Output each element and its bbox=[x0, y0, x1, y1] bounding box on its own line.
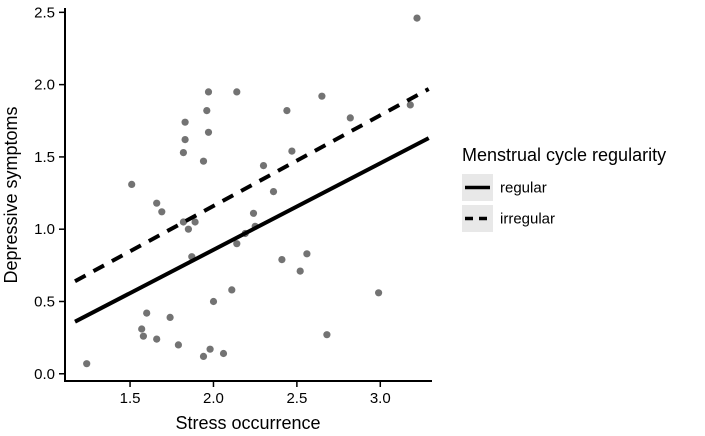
scatter-point bbox=[204, 128, 213, 136]
x-tick-label: 3.0 bbox=[370, 390, 391, 407]
scatter-point bbox=[233, 240, 241, 248]
scatter-point bbox=[206, 345, 214, 353]
y-tick-label: 2.5 bbox=[34, 4, 55, 21]
y-tick-label: 0.0 bbox=[34, 366, 55, 383]
scatter-point bbox=[179, 149, 187, 157]
regression-line-irregular bbox=[74, 87, 430, 283]
scatter-point bbox=[346, 114, 354, 122]
scatter-point bbox=[158, 208, 166, 216]
scatter-point bbox=[278, 256, 286, 264]
y-axis-title: Depressive symptoms bbox=[1, 106, 21, 283]
scatter-point bbox=[413, 14, 421, 22]
scatter-point bbox=[153, 335, 161, 343]
legend: Menstrual cycle regularity regular irreg… bbox=[462, 145, 666, 232]
scatter-point bbox=[128, 180, 136, 188]
scatter-point bbox=[259, 162, 268, 170]
scatter-point bbox=[138, 325, 146, 333]
scatter-point bbox=[204, 88, 213, 96]
scatter-point bbox=[406, 101, 414, 109]
legend-title: Menstrual cycle regularity bbox=[462, 145, 666, 165]
scatter-point bbox=[283, 107, 291, 115]
scatter-point bbox=[139, 332, 147, 340]
scatter-point bbox=[153, 199, 161, 207]
legend-label-irregular: irregular bbox=[500, 211, 555, 228]
scatter-point bbox=[288, 147, 296, 155]
scatter-point bbox=[249, 209, 258, 217]
scatter-point bbox=[209, 297, 218, 306]
scatter-point bbox=[219, 349, 228, 358]
scatter-point bbox=[303, 250, 311, 258]
scatter-point bbox=[166, 313, 174, 321]
scatter-point bbox=[179, 218, 187, 226]
scatter-point bbox=[228, 286, 236, 294]
scatter-point bbox=[143, 309, 151, 317]
scatter-point bbox=[181, 118, 189, 126]
legend-entry-regular: regular bbox=[462, 174, 547, 201]
y-tick-label: 1.5 bbox=[34, 149, 55, 166]
scatter-point bbox=[191, 218, 199, 226]
scatter-point bbox=[296, 267, 304, 275]
scatter-point bbox=[375, 289, 383, 297]
scatter-point bbox=[184, 225, 192, 233]
scatter-point bbox=[199, 157, 208, 165]
scatter-point bbox=[318, 92, 326, 100]
scatter-point bbox=[203, 107, 211, 115]
scatter-point bbox=[323, 331, 331, 339]
legend-entry-irregular: irregular bbox=[462, 205, 555, 232]
y-tick-label: 0.5 bbox=[34, 293, 55, 310]
scatter-point bbox=[174, 341, 182, 349]
x-tick-label: 2.0 bbox=[203, 390, 224, 407]
scatter-point bbox=[269, 188, 278, 196]
x-tick-label: 2.5 bbox=[286, 390, 307, 407]
regression-line-regular bbox=[74, 136, 430, 324]
scatter-point bbox=[181, 136, 189, 144]
scatter-point bbox=[199, 352, 208, 360]
y-tick-label: 2.0 bbox=[34, 77, 55, 94]
y-tick-label: 1.0 bbox=[34, 221, 55, 238]
x-tick-label: 1.5 bbox=[120, 390, 141, 407]
scatter-point bbox=[83, 360, 91, 368]
scatter-point bbox=[233, 88, 241, 96]
x-axis-title: Stress occurrence bbox=[175, 413, 320, 433]
plot-panel: 1.5 2.0 2.5 3.0 0.0 0.5 1.0 1.5 2.0 2.5 bbox=[34, 4, 432, 407]
legend-label-regular: regular bbox=[500, 180, 547, 197]
